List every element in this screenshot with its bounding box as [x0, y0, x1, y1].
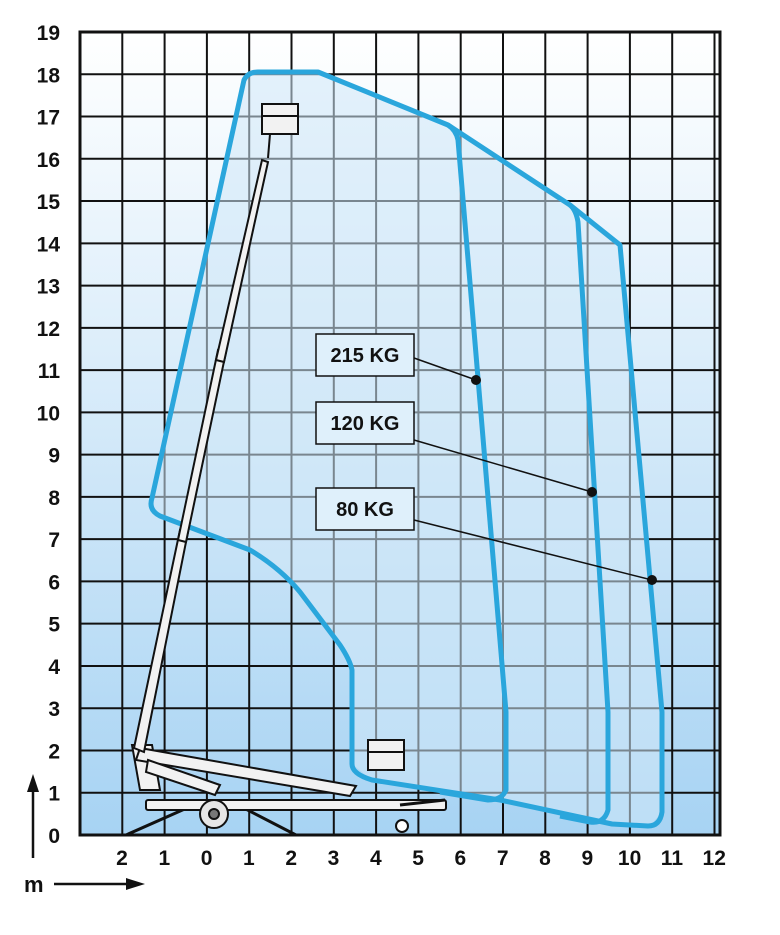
x-axis-tick-labels: 2 1 0 1 2 3 4 5 6 7 8 9 10 11 12: [116, 847, 726, 870]
axis-unit-label: m: [24, 872, 44, 897]
plot-frame: [78, 30, 722, 837]
envelope-outline-120kg: [559, 203, 611, 825]
basket-raised: [261, 103, 299, 135]
axis-arrows: [27, 774, 145, 890]
x-axis-tick-label: 3: [328, 847, 340, 870]
y-axis-tick-label: 5: [48, 614, 60, 637]
y-axis-tick-label: 19: [37, 22, 60, 45]
horizontal-arrow-head: [126, 878, 145, 890]
x-axis-tick-label: 8: [539, 847, 551, 870]
load-label-215kg: 215 KG: [315, 333, 415, 377]
x-axis-tick-label: 0: [201, 847, 213, 870]
y-axis-tick-label: 11: [38, 360, 61, 383]
x-axis-tick-label: 10: [618, 847, 641, 870]
load-point-215kg: [471, 375, 481, 385]
y-axis-tick-label: 18: [37, 64, 61, 87]
load-label-text: 215 KG: [331, 345, 400, 367]
envelope-area-fill: [152, 72, 662, 826]
x-axis-tick-label: 6: [455, 847, 467, 870]
envelope-outline-215kg: [439, 122, 509, 803]
load-label-text: 80 KG: [336, 499, 394, 521]
y-axis-tick-label: 14: [37, 233, 61, 256]
leader-lines: [413, 357, 653, 581]
x-axis-tick-label: 5: [412, 847, 424, 870]
y-axis-tick-label: 8: [48, 487, 60, 510]
vertical-arrow-head: [27, 774, 39, 792]
y-axis-tick-label: 1: [48, 783, 60, 806]
y-axis-tick-label: 7: [48, 529, 60, 552]
x-axis-tick-label: 2: [285, 847, 297, 870]
y-axis-tick-label: 3: [48, 698, 60, 721]
basket-stowed: [367, 739, 405, 771]
x-axis-tick-label: 11: [661, 847, 684, 870]
x-axis-tick-label: 12: [703, 847, 726, 870]
load-label-text: 120 KG: [331, 413, 400, 435]
x-axis-tick-label: 7: [497, 847, 509, 870]
y-axis-tick-label: 12: [37, 318, 60, 341]
lower-boom: [134, 746, 358, 798]
load-point-120kg: [587, 487, 597, 497]
x-axis-tick-label: 1: [243, 847, 255, 870]
jockey-wheel: [395, 819, 409, 833]
y-axis-tick-label: 0: [48, 825, 60, 848]
load-label-120kg: 120 KG: [315, 401, 415, 445]
y-axis-tick-label: 2: [48, 740, 60, 763]
envelope-outline-80kg: [148, 69, 665, 829]
wheel-hub: [208, 808, 220, 820]
y-axis-tick-label: 6: [48, 571, 60, 594]
load-label-80kg: 80 KG: [315, 487, 415, 531]
y-axis-tick-label: 9: [48, 445, 60, 468]
y-axis-tick-label: 15: [37, 191, 61, 214]
main-boom-section-3: [214, 158, 270, 364]
towbar: [399, 798, 446, 807]
y-axis-tick-label: 17: [37, 107, 60, 130]
y-axis-tick-label: 16: [37, 149, 60, 172]
x-axis-tick-label: 1: [158, 847, 170, 870]
y-axis-tick-label: 4: [48, 656, 60, 679]
x-axis-tick-label: 9: [581, 847, 593, 870]
x-axis-tick-label: 2: [116, 847, 128, 870]
y-axis-tick-label: 10: [37, 402, 60, 425]
load-point-80kg: [647, 575, 657, 585]
y-axis-tick-label: 13: [37, 276, 60, 299]
x-axis-tick-label: 4: [370, 847, 382, 870]
machine-illustration: [125, 103, 447, 837]
lower-boom-link: [144, 758, 222, 797]
